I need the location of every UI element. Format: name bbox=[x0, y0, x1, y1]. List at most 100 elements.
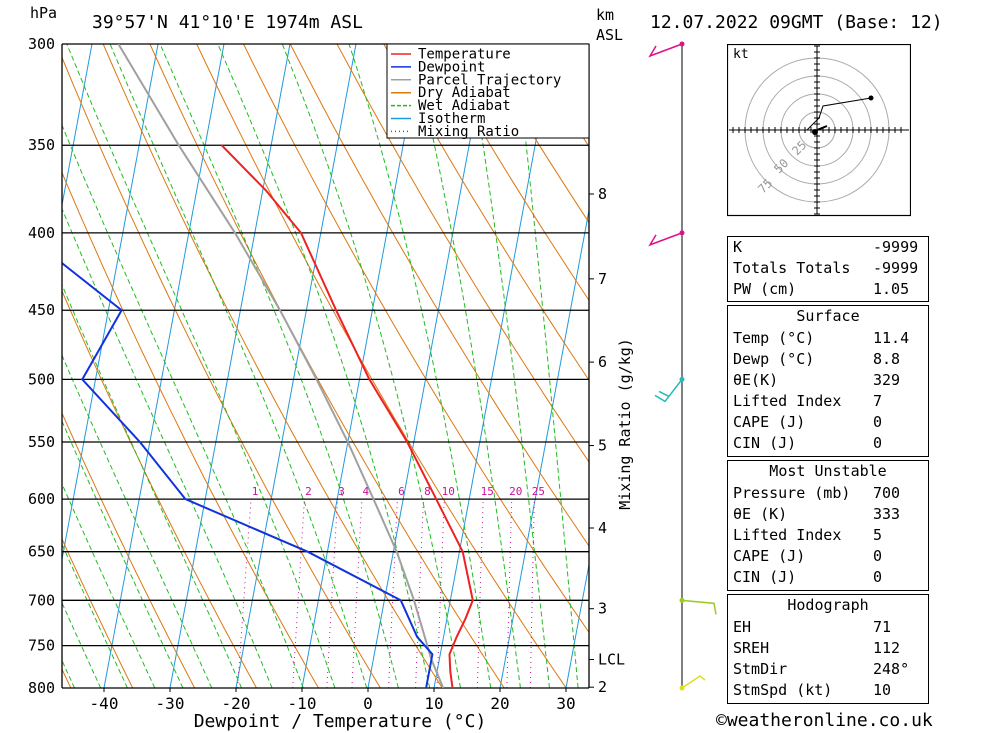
wind-barb bbox=[654, 378, 683, 403]
mu-row-thetae: θE (K) 333 bbox=[733, 505, 922, 526]
wet-adiabat-line bbox=[62, 123, 304, 688]
surface-title: Surface bbox=[796, 307, 860, 325]
param-value: 0 bbox=[873, 547, 883, 565]
param-value: 112 bbox=[873, 639, 901, 657]
isotherm-line bbox=[0, 44, 26, 688]
datetime-title: 12.07.2022 09GMT (Base: 12) bbox=[650, 12, 943, 33]
dry-adiabat-line bbox=[102, 44, 443, 688]
param-key: CIN (J) bbox=[733, 568, 797, 586]
wet-adiabat-line bbox=[62, 482, 156, 688]
temperature-tick-label: -20 bbox=[222, 694, 251, 713]
wet-adiabat-line bbox=[514, 44, 579, 688]
param-key: EH bbox=[733, 618, 752, 636]
hodo-row-sreh: SREH 112 bbox=[733, 639, 922, 660]
wet-adiabat-line bbox=[466, 44, 550, 688]
isotherm-line bbox=[103, 44, 225, 688]
index-row-pw: PW (cm) 1.05 bbox=[733, 280, 922, 301]
hodo-row-eh: EH 71 bbox=[733, 618, 922, 639]
hodograph-params-title: Hodograph bbox=[787, 596, 869, 614]
param-value: 10 bbox=[873, 681, 892, 699]
mixing-ratio-label: 20 bbox=[509, 485, 522, 498]
series-dewpoint-line bbox=[62, 261, 434, 688]
wind-barb bbox=[681, 675, 706, 689]
legend-label: Temperature bbox=[418, 47, 511, 63]
pressure-tick-label: 800 bbox=[28, 679, 55, 697]
legend-label: Isotherm bbox=[418, 111, 485, 127]
hodo-row-stmspd: StmSpd (kt) 10 bbox=[733, 681, 922, 702]
dry-adiabat-line bbox=[383, 44, 589, 382]
legend-label: Parcel Trajectory bbox=[418, 72, 561, 88]
pressure-unit-label: hPa bbox=[30, 4, 58, 22]
isotherm-line bbox=[62, 44, 93, 208]
isotherm-line bbox=[169, 44, 291, 688]
index-value: -9999 bbox=[873, 259, 919, 277]
temperature-tick-label: 20 bbox=[490, 694, 509, 713]
series-temperature-line bbox=[220, 144, 474, 688]
param-key: CAPE (J) bbox=[733, 547, 806, 565]
index-value: 1.05 bbox=[873, 280, 910, 298]
mixing-ratio-line bbox=[476, 499, 484, 688]
pressure-tick-label: 500 bbox=[28, 370, 55, 388]
pressure-tick-label: 600 bbox=[28, 490, 55, 508]
hodograph-point bbox=[868, 95, 874, 101]
hodograph-storm-motion bbox=[812, 129, 818, 135]
mixing-ratio-label: 25 bbox=[532, 485, 545, 498]
wind-barb bbox=[681, 599, 717, 615]
param-key: CIN (J) bbox=[733, 434, 797, 452]
param-value: 329 bbox=[873, 371, 901, 389]
most-unstable-panel: Most Unstable Pressure (mb) 700 θE (K) 333… bbox=[727, 460, 929, 591]
pressure-tick-label: 350 bbox=[28, 136, 55, 154]
surface-row-cin: CIN (J) 0 bbox=[733, 434, 922, 455]
dry-adiabat-line bbox=[62, 56, 381, 688]
height-tick-label: 6 bbox=[598, 353, 607, 371]
hodograph-trace bbox=[806, 97, 872, 131]
x-axis-title: Dewpoint / Temperature (°C) bbox=[194, 711, 487, 732]
param-value: 0 bbox=[873, 434, 883, 452]
wind-barb-shaft bbox=[648, 232, 683, 247]
mixing-ratio-label: 8 bbox=[424, 485, 431, 498]
legend-label: Dewpoint bbox=[418, 59, 485, 75]
isotherm-line bbox=[499, 207, 589, 688]
temperature-tick-label: -10 bbox=[288, 694, 317, 713]
pressure-tick-label: 650 bbox=[28, 543, 55, 561]
surface-row-temp: Temp (°C) 11.4 bbox=[733, 329, 922, 350]
copyright-link[interactable]: ©weatheronline.co.uk bbox=[716, 710, 933, 731]
hodograph-vector bbox=[816, 125, 828, 131]
dry-adiabat-line bbox=[430, 44, 589, 302]
index-key: K bbox=[733, 238, 743, 256]
param-value: 11.4 bbox=[873, 329, 910, 347]
height-unit-label: km bbox=[596, 6, 615, 24]
param-value: 333 bbox=[873, 505, 901, 523]
surface-row-li: Lifted Index 7 bbox=[733, 392, 922, 413]
hodograph-params-panel: Hodograph EH 71 SREH 112 StmDir 248° StmSpd… bbox=[727, 594, 929, 704]
location-title: 39°57'N 41°10'E 1974m ASL bbox=[92, 12, 363, 33]
temperature-tick-label: 10 bbox=[424, 694, 443, 713]
wet-adiabat-line bbox=[66, 44, 336, 688]
param-key: StmDir bbox=[733, 660, 788, 678]
param-value: 5 bbox=[873, 526, 883, 544]
pressure-tick-label: 400 bbox=[28, 224, 55, 242]
mixing-ratio-label: 4 bbox=[363, 485, 370, 498]
hodograph-unit-label: kt bbox=[733, 47, 749, 62]
param-key: Dewp (°C) bbox=[733, 350, 815, 368]
pressure-tick-label: 300 bbox=[28, 35, 55, 53]
param-key: CAPE (J) bbox=[733, 413, 806, 431]
surface-row-dewp: Dewp (°C) 8.8 bbox=[733, 350, 922, 371]
wind-barb bbox=[648, 43, 683, 58]
hodo-row-stmdir: StmDir 248° bbox=[733, 660, 922, 681]
dry-adiabat-line bbox=[62, 537, 134, 688]
pressure-tick-label: 550 bbox=[28, 433, 55, 451]
height-tick-label: 3 bbox=[598, 600, 607, 618]
height-tick-label: 2 bbox=[598, 678, 607, 696]
param-value: 7 bbox=[873, 392, 883, 410]
legend-label: Wet Adiabat bbox=[418, 98, 511, 114]
pressure-tick-label: 700 bbox=[28, 591, 55, 609]
mu-row-cin: CIN (J) 0 bbox=[733, 568, 922, 589]
param-key: Lifted Index bbox=[733, 392, 842, 410]
isotherm-line bbox=[433, 44, 555, 688]
isotherm-line bbox=[565, 561, 589, 688]
temperature-tick-label: 0 bbox=[363, 694, 373, 713]
legend-label: Dry Adiabat bbox=[418, 85, 511, 101]
temperature-tick-label: -40 bbox=[90, 694, 119, 713]
